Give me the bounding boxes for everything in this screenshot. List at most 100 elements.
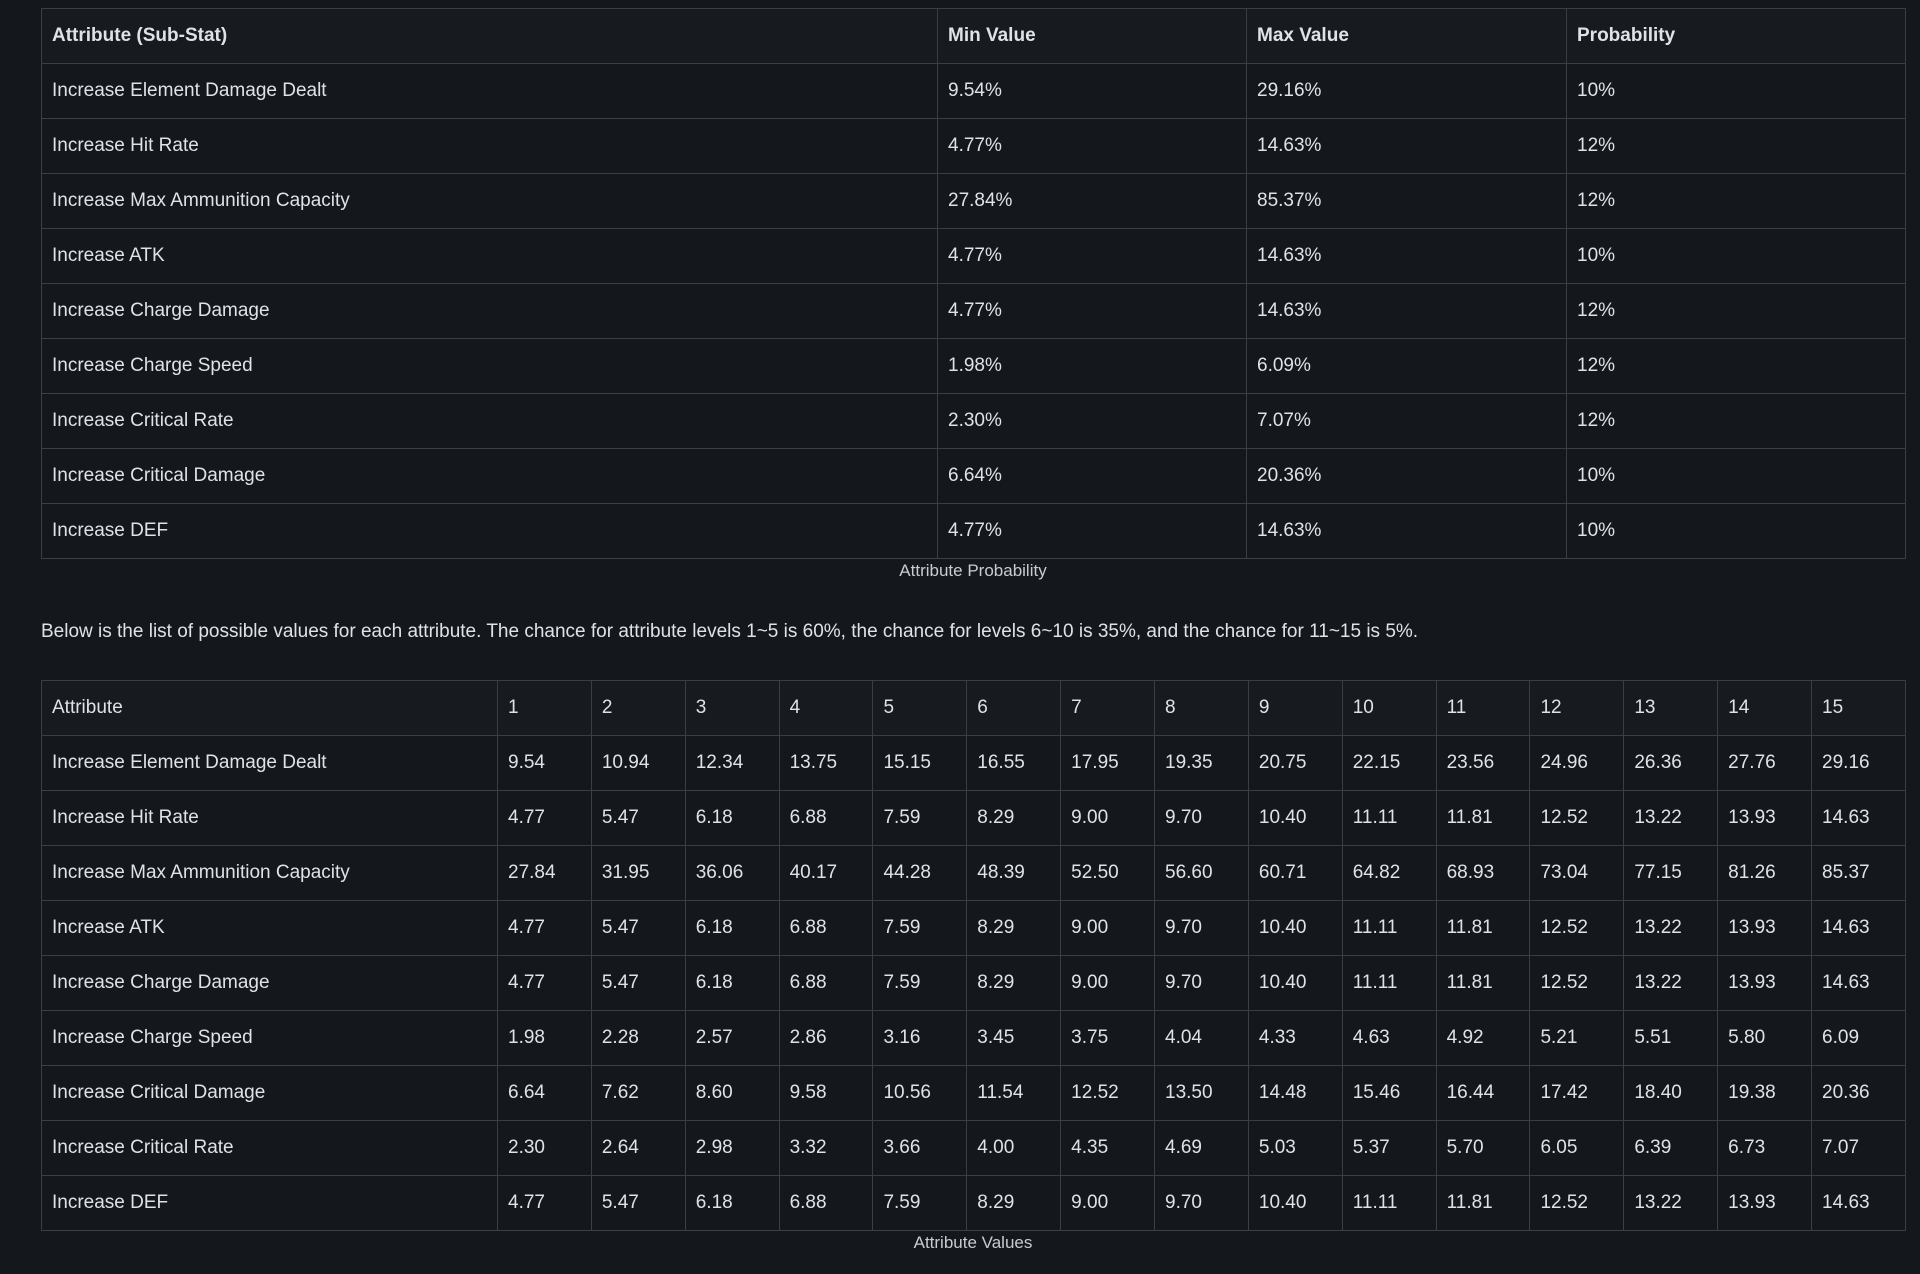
value-cell: 7.07 — [1811, 1120, 1906, 1176]
value-cell: 14.63 — [1811, 1175, 1906, 1231]
value-cell: 19.35 — [1154, 735, 1249, 791]
attribute-name-cell: Increase Max Ammunition Capacity — [41, 173, 938, 229]
value-cell: 4.77% — [937, 283, 1247, 339]
table-row: Increase Charge Speed 1.98% 6.09% 12% — [41, 338, 1906, 394]
value-cell: 11.11 — [1341, 900, 1437, 956]
value-cell: 7.59 — [872, 955, 968, 1011]
value-cell: 5.51 — [1623, 1010, 1719, 1066]
value-cell: 11.81 — [1435, 955, 1531, 1011]
value-cell: 12% — [1566, 118, 1906, 174]
value-cell: 12.34 — [684, 735, 780, 791]
value-cell: 13.93 — [1717, 955, 1813, 1011]
value-cell: 44.28 — [872, 845, 968, 901]
column-header: Min Value — [937, 8, 1247, 64]
table-row: Increase ATK 4.77 5.47 6.18 6.88 7.59 8.29 9.00… — [41, 900, 1906, 956]
column-header: 15 — [1811, 680, 1906, 736]
attribute-name-cell: Increase Charge Damage — [41, 283, 938, 339]
value-cell: 4.00 — [966, 1120, 1062, 1176]
value-cell: 4.77 — [497, 1175, 592, 1231]
table-caption: Attribute Probability — [899, 561, 1047, 580]
value-cell: 5.80 — [1717, 1010, 1813, 1066]
value-cell: 27.84 — [497, 845, 592, 901]
value-cell: 6.88 — [778, 1175, 874, 1231]
value-cell: 13.22 — [1623, 790, 1719, 846]
value-cell: 4.35 — [1060, 1120, 1156, 1176]
value-cell: 5.47 — [590, 900, 686, 956]
value-cell: 5.37 — [1341, 1120, 1437, 1176]
intro-paragraph: Below is the list of possible values for… — [41, 621, 1419, 642]
value-cell: 2.64 — [590, 1120, 686, 1176]
value-cell: 7.07% — [1246, 393, 1567, 449]
value-cell: 8.29 — [966, 900, 1062, 956]
value-cell: 9.70 — [1154, 1175, 1249, 1231]
value-cell: 14.63% — [1246, 503, 1567, 559]
value-cell: 8.29 — [966, 1175, 1062, 1231]
value-cell: 10% — [1566, 63, 1906, 119]
value-cell: 6.64 — [497, 1065, 592, 1121]
value-cell: 56.60 — [1154, 845, 1249, 901]
value-cell: 15.15 — [872, 735, 968, 791]
table-header-row: Attribute (Sub-Stat) Min Value Max Value Pr… — [41, 8, 1906, 64]
value-cell: 11.81 — [1435, 1175, 1531, 1231]
value-cell: 52.50 — [1060, 845, 1156, 901]
value-cell: 11.11 — [1341, 1175, 1437, 1231]
value-cell: 4.77 — [497, 900, 592, 956]
column-header: Attribute — [41, 680, 498, 736]
value-cell: 7.62 — [590, 1065, 686, 1121]
value-cell: 5.70 — [1435, 1120, 1531, 1176]
column-header: Probability — [1566, 8, 1906, 64]
attribute-name-cell: Increase Critical Damage — [41, 448, 938, 504]
value-cell: 4.92 — [1435, 1010, 1531, 1066]
value-cell: 14.63% — [1246, 283, 1567, 339]
value-cell: 4.63 — [1341, 1010, 1437, 1066]
table-row: Increase Hit Rate 4.77 5.47 6.18 6.88 7.59 8.2… — [41, 790, 1906, 846]
value-cell: 9.00 — [1060, 955, 1156, 1011]
column-header: Max Value — [1246, 8, 1567, 64]
value-cell: 2.30 — [497, 1120, 592, 1176]
value-cell: 23.56 — [1435, 735, 1531, 791]
value-cell: 13.22 — [1623, 1175, 1719, 1231]
table-row: Increase ATK 4.77% 14.63% 10% — [41, 228, 1906, 284]
attribute-name-cell: Increase Critical Rate — [41, 393, 938, 449]
value-cell: 5.03 — [1247, 1120, 1343, 1176]
value-cell: 11.81 — [1435, 900, 1531, 956]
column-header: 13 — [1623, 680, 1719, 736]
value-cell: 10.40 — [1247, 790, 1343, 846]
value-cell: 13.93 — [1717, 1175, 1813, 1231]
table-row: Increase Max Ammunition Capacity 27.84% 85… — [41, 173, 1906, 229]
table-row: Increase Hit Rate 4.77% 14.63% 12% — [41, 118, 1906, 174]
value-cell: 3.45 — [966, 1010, 1062, 1066]
column-header: 9 — [1247, 680, 1343, 736]
attribute-name-cell: Increase Element Damage Dealt — [41, 735, 498, 791]
value-cell: 13.22 — [1623, 900, 1719, 956]
value-cell: 64.82 — [1341, 845, 1437, 901]
value-cell: 12% — [1566, 173, 1906, 229]
value-cell: 85.37 — [1811, 845, 1906, 901]
value-cell: 13.75 — [778, 735, 874, 791]
column-header: 3 — [684, 680, 780, 736]
value-cell: 19.38 — [1717, 1065, 1813, 1121]
value-cell: 10.94 — [590, 735, 686, 791]
value-cell: 27.76 — [1717, 735, 1813, 791]
value-cell: 11.11 — [1341, 955, 1437, 1011]
table-header-row: Attribute 1 2 3 4 5 6 7 8 9 10 11 12 13 14 15 — [41, 680, 1906, 736]
value-cell: 14.63% — [1246, 228, 1567, 284]
value-cell: 68.93 — [1435, 845, 1531, 901]
value-cell: 20.36 — [1811, 1065, 1906, 1121]
value-cell: 14.63 — [1811, 955, 1906, 1011]
attribute-name-cell: Increase Critical Damage — [41, 1065, 498, 1121]
table-row: Increase Charge Speed 1.98 2.28 2.57 2.86 3.1… — [41, 1010, 1906, 1066]
table-row: Increase Critical Rate 2.30% 7.07% 12% — [41, 393, 1906, 449]
column-header: 1 — [497, 680, 592, 736]
table-row: Increase Critical Rate 2.30 2.64 2.98 3.32 3.… — [41, 1120, 1906, 1176]
value-cell: 60.71 — [1247, 845, 1343, 901]
value-cell: 6.18 — [684, 955, 780, 1011]
value-cell: 29.16% — [1246, 63, 1567, 119]
value-cell: 6.39 — [1623, 1120, 1719, 1176]
value-cell: 2.28 — [590, 1010, 686, 1066]
value-cell: 12.52 — [1060, 1065, 1156, 1121]
value-cell: 5.47 — [590, 955, 686, 1011]
value-cell: 4.04 — [1154, 1010, 1249, 1066]
attribute-name-cell: Increase ATK — [41, 228, 938, 284]
value-cell: 13.22 — [1623, 955, 1719, 1011]
